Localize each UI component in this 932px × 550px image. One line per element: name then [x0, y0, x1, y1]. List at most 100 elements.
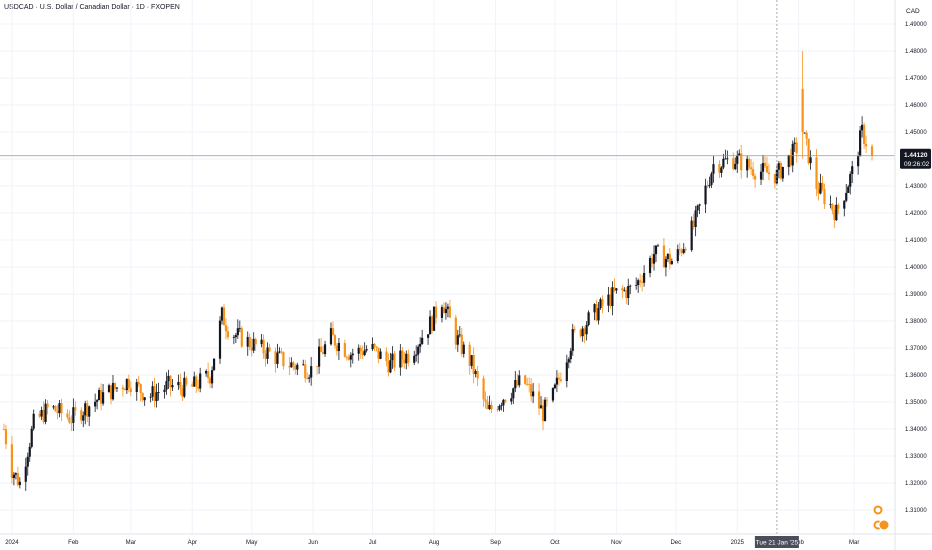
candle-body — [710, 173, 713, 185]
price-tick-label: 1.46000 — [905, 103, 927, 109]
candle-body — [698, 204, 701, 206]
candle-body — [696, 205, 699, 211]
candle-body — [222, 307, 226, 326]
candle-body — [490, 404, 493, 410]
candle-body — [524, 375, 527, 384]
candle-body — [765, 166, 769, 173]
candle-body — [736, 155, 739, 164]
candle-body — [516, 379, 519, 386]
candle-body — [357, 347, 360, 354]
candle-body — [143, 397, 146, 401]
last-price-tag — [900, 148, 931, 169]
price-tick-label: 1.31000 — [905, 508, 927, 514]
candle-body — [157, 392, 160, 393]
candle-body — [706, 185, 709, 187]
candle-body — [676, 249, 679, 262]
candle-body — [212, 358, 216, 371]
candle-body — [109, 385, 113, 400]
candle-body — [746, 158, 749, 171]
candle-body — [623, 289, 626, 291]
candle-body — [682, 248, 685, 253]
candle-body — [139, 384, 142, 393]
price-tick-label: 1.41000 — [905, 238, 927, 244]
candle-body — [18, 481, 21, 485]
economic-event-icon-center — [875, 507, 881, 513]
candle-body — [648, 258, 652, 274]
currency-label: CAD — [906, 8, 920, 15]
candle-body — [197, 386, 200, 389]
candle-body — [870, 146, 874, 156]
candle-body — [692, 220, 695, 227]
price-tick-label: 1.33000 — [905, 454, 927, 460]
candle-body — [252, 338, 255, 351]
candle-body — [323, 344, 327, 355]
candle-body — [302, 364, 305, 366]
candle-body — [155, 392, 158, 402]
candle-body — [4, 429, 8, 445]
candle-body — [486, 401, 489, 410]
candle-body — [530, 384, 533, 397]
candle-body — [859, 130, 862, 157]
candle-body — [815, 157, 818, 190]
economic-event-icon[interactable] — [878, 519, 890, 531]
candle-body — [123, 389, 126, 391]
candle-body — [333, 335, 337, 346]
candle-body — [220, 307, 224, 321]
candle-body — [664, 258, 668, 268]
candle-body — [379, 351, 382, 359]
candle-body — [125, 379, 128, 391]
candle-body — [129, 388, 132, 392]
time-tick-label: Feb — [794, 540, 805, 546]
candle-body — [708, 184, 711, 187]
candle-body — [30, 428, 33, 447]
candle-body — [448, 306, 451, 318]
candle-body — [317, 346, 321, 367]
candle-body — [668, 253, 671, 265]
candle-body — [337, 343, 341, 352]
candle-body — [565, 362, 568, 382]
candle-body — [415, 354, 418, 356]
candle-body — [442, 307, 446, 314]
candle-body — [847, 186, 850, 193]
candle-body — [829, 203, 832, 205]
candle-body — [167, 375, 170, 382]
candle-body — [72, 407, 75, 423]
candle-body — [639, 280, 642, 283]
time-tick-label: May — [246, 540, 257, 546]
candle-body — [115, 387, 119, 389]
candle-body — [510, 398, 513, 402]
crosshair-date-tag — [754, 536, 799, 548]
candle-body — [290, 362, 293, 368]
candle-body — [795, 142, 798, 154]
candle-body — [601, 299, 604, 306]
candle-body — [597, 308, 600, 321]
chart-title: USDCAD · U.S. Dollar / Canadian Dollar ·… — [4, 4, 180, 11]
candle-body — [514, 379, 517, 389]
candle-body — [767, 172, 771, 175]
candle-body — [432, 306, 436, 331]
candle-body — [488, 404, 491, 410]
time-tick-label: Sep — [490, 540, 501, 546]
candle-body — [434, 306, 438, 318]
candle-body — [127, 379, 130, 389]
candle-body — [482, 378, 485, 400]
candle-body — [650, 258, 654, 264]
candle-body — [599, 299, 602, 309]
candle-body — [84, 403, 87, 416]
candle-body — [500, 405, 503, 407]
candle-body — [361, 351, 364, 356]
candle-body — [761, 162, 765, 172]
candle-body — [316, 366, 319, 367]
candle-body — [391, 353, 394, 361]
candle-body — [476, 371, 479, 379]
candle-body — [179, 381, 182, 389]
candle-body — [347, 357, 350, 360]
price-tick-label: 1.45000 — [905, 130, 927, 136]
candle-body — [573, 329, 576, 330]
price-tick-label: 1.48000 — [905, 49, 927, 55]
time-tick-label: 2025 — [731, 540, 745, 546]
candle-body — [738, 153, 741, 156]
time-tick-label: Nov — [611, 540, 622, 546]
candle-body — [643, 273, 646, 283]
